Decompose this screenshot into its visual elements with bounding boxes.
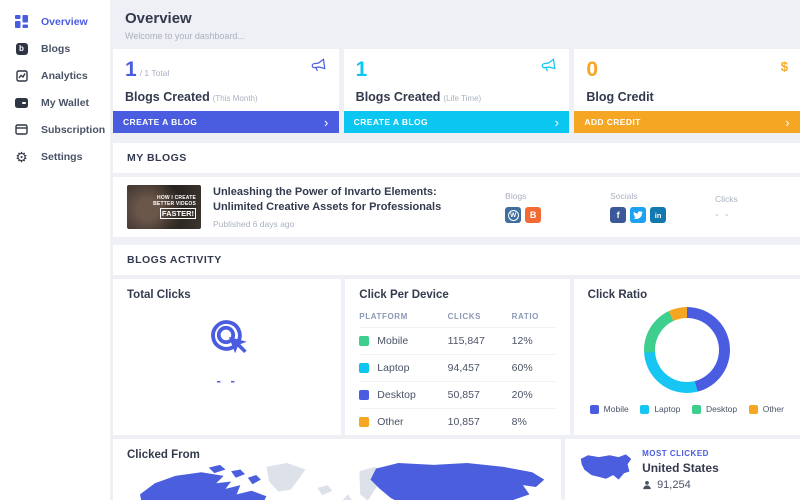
most-clicked-label: MOST CLICKED bbox=[642, 449, 709, 458]
sidebar-item-label: Settings bbox=[41, 150, 83, 163]
stat-card-blogs-created-month: 1/ 1 Total Blogs Created (This Month) CRE… bbox=[113, 49, 339, 133]
megaphone-icon bbox=[541, 58, 557, 78]
total-clicks-title: Total Clicks bbox=[127, 289, 191, 301]
donut-legend: Mobile Laptop Desktop Other bbox=[588, 404, 786, 414]
blog-thumbnail[interactable]: HOW I CREATE BETTER VIDEOS FASTER! bbox=[127, 185, 201, 229]
click-ratio-panel: Click Ratio Mobile Laptop Desktop Other bbox=[573, 279, 800, 435]
other-color-chip bbox=[359, 417, 370, 427]
click-per-device-title: Click Per Device bbox=[359, 289, 449, 301]
table-row: Other 10,857 8% bbox=[359, 408, 556, 435]
blogger-icon[interactable]: B bbox=[525, 207, 542, 223]
sidebar-item-blogs[interactable]: b Blogs bbox=[0, 35, 110, 62]
facebook-icon[interactable]: f bbox=[610, 207, 627, 223]
sidebar-item-label: My Wallet bbox=[41, 96, 90, 109]
sidebar-item-label: Analytics bbox=[41, 69, 88, 82]
blogs-column-label: Blogs bbox=[505, 191, 527, 201]
laptop-color-chip bbox=[359, 363, 370, 373]
most-clicked-count: 91,254 bbox=[657, 479, 691, 491]
twitter-icon[interactable] bbox=[630, 207, 647, 223]
table-row: Mobile 115,847 12% bbox=[359, 327, 556, 354]
click-ratio-title: Click Ratio bbox=[587, 289, 648, 301]
page-header: Overview Welcome to your dashboard... bbox=[113, 0, 800, 49]
create-blog-button[interactable]: CREATE A BLOG › bbox=[343, 111, 570, 133]
stat-value: 0 bbox=[586, 58, 599, 81]
clicked-from-panel: Clicked From bbox=[113, 439, 562, 500]
dashboard-grid-icon bbox=[14, 15, 29, 28]
analytics-chart-icon bbox=[14, 69, 29, 82]
sidebar-item-my-wallet[interactable]: My Wallet bbox=[0, 89, 110, 116]
person-icon bbox=[643, 481, 651, 490]
sidebar-item-subscription[interactable]: Subscription bbox=[0, 116, 110, 143]
chevron-right-icon: › bbox=[785, 114, 791, 130]
total-clicks-panel: Total Clicks - - bbox=[113, 279, 342, 435]
sidebar-item-label: Subscription bbox=[41, 123, 106, 136]
my-blogs-heading: MY BLOGS bbox=[113, 143, 800, 173]
megaphone-icon bbox=[311, 58, 327, 78]
table-row: Laptop 94,457 60% bbox=[359, 354, 556, 381]
stat-suffix: / 1 Total bbox=[139, 68, 170, 78]
stat-card-blog-credit: 0 Blog Credit $ ADD CREDIT › bbox=[574, 49, 800, 133]
blog-published-date: Published 6 days ago bbox=[213, 218, 295, 229]
wordpress-icon[interactable]: W bbox=[505, 207, 522, 223]
blog-post-title[interactable]: Unleashing the Power of Invarto Elements… bbox=[213, 186, 442, 213]
clicks-column-label: Clicks bbox=[715, 193, 738, 204]
add-credit-button[interactable]: ADD CREDIT › bbox=[574, 111, 800, 133]
subscription-card-icon bbox=[14, 124, 29, 135]
most-clicked-panel: MOST CLICKED United States 91,254 TOP CO… bbox=[565, 439, 800, 500]
chevron-right-icon: › bbox=[323, 114, 329, 130]
click-per-device-panel: Click Per Device PLATFORM CLICKS RATIO M… bbox=[345, 279, 570, 435]
gear-icon: ⚙ bbox=[15, 148, 28, 165]
legend-chip-other bbox=[748, 404, 758, 414]
col-header-ratio: RATIO bbox=[511, 312, 539, 321]
stat-card-blogs-created-lifetime: 1 Blogs Created (Life Time) CREATE A BLOG… bbox=[343, 49, 570, 133]
page-subtitle: Welcome to your dashboard... bbox=[125, 31, 245, 41]
stat-title: Blogs Created bbox=[125, 90, 210, 104]
stat-title: Blogs Created bbox=[355, 90, 441, 104]
legend-chip-mobile bbox=[589, 404, 599, 414]
table-row: Desktop 50,857 20% bbox=[359, 381, 556, 408]
blog-clicks-value: - - bbox=[715, 209, 731, 221]
blogs-activity-heading: BLOGS ACTIVITY bbox=[113, 245, 800, 275]
click-cursor-icon bbox=[211, 320, 247, 354]
stat-note: (Life Time) bbox=[443, 94, 482, 103]
sidebar: Overview b Blogs Analytics My Wallet Sub… bbox=[0, 0, 110, 500]
blogs-activity-section: BLOGS ACTIVITY Total Clicks - - Click Pe… bbox=[113, 245, 800, 500]
total-clicks-value: - - bbox=[216, 373, 238, 388]
desktop-color-chip bbox=[359, 390, 370, 400]
sidebar-item-overview[interactable]: Overview bbox=[0, 8, 110, 35]
col-header-platform: PLATFORM bbox=[359, 312, 408, 321]
main-content: Overview Welcome to your dashboard... 1/… bbox=[110, 0, 800, 500]
stat-note: (This Month) bbox=[212, 94, 258, 103]
legend-chip-desktop bbox=[691, 404, 701, 414]
sidebar-item-label: Blogs bbox=[41, 42, 71, 55]
most-clicked-country: United States bbox=[642, 461, 719, 475]
my-blogs-section: MY BLOGS HOW I CREATE BETTER VIDEOS FAST… bbox=[113, 143, 800, 237]
chevron-right-icon: › bbox=[554, 114, 560, 130]
clicked-from-title: Clicked From bbox=[127, 449, 200, 461]
sidebar-item-analytics[interactable]: Analytics bbox=[0, 62, 110, 89]
socials-column-label: Socials bbox=[610, 191, 638, 201]
stat-cards-row: 1/ 1 Total Blogs Created (This Month) CRE… bbox=[113, 49, 800, 133]
stat-value: 1 bbox=[125, 58, 137, 81]
stat-title: Blog Credit bbox=[586, 90, 654, 104]
world-map bbox=[140, 463, 545, 500]
sidebar-item-label: Overview bbox=[41, 15, 88, 28]
legend-chip-laptop bbox=[640, 404, 650, 414]
blog-post-row: HOW I CREATE BETTER VIDEOS FASTER! Unlea… bbox=[113, 177, 800, 237]
click-ratio-donut bbox=[643, 307, 730, 393]
sidebar-item-settings[interactable]: ⚙ Settings bbox=[0, 143, 110, 170]
blog-icon: b bbox=[14, 42, 29, 55]
page-title: Overview bbox=[125, 10, 192, 27]
linkedin-icon[interactable]: in bbox=[650, 207, 667, 223]
mobile-color-chip bbox=[359, 336, 370, 346]
dollar-icon: $ bbox=[780, 59, 789, 74]
col-header-clicks: CLICKS bbox=[447, 312, 482, 321]
usa-map-icon bbox=[580, 454, 632, 480]
create-blog-button[interactable]: CREATE A BLOG › bbox=[113, 111, 339, 133]
stat-value: 1 bbox=[355, 58, 368, 81]
device-table: PLATFORM CLICKS RATIO Mobile 115,847 12% … bbox=[359, 307, 556, 435]
wallet-icon bbox=[14, 97, 29, 108]
